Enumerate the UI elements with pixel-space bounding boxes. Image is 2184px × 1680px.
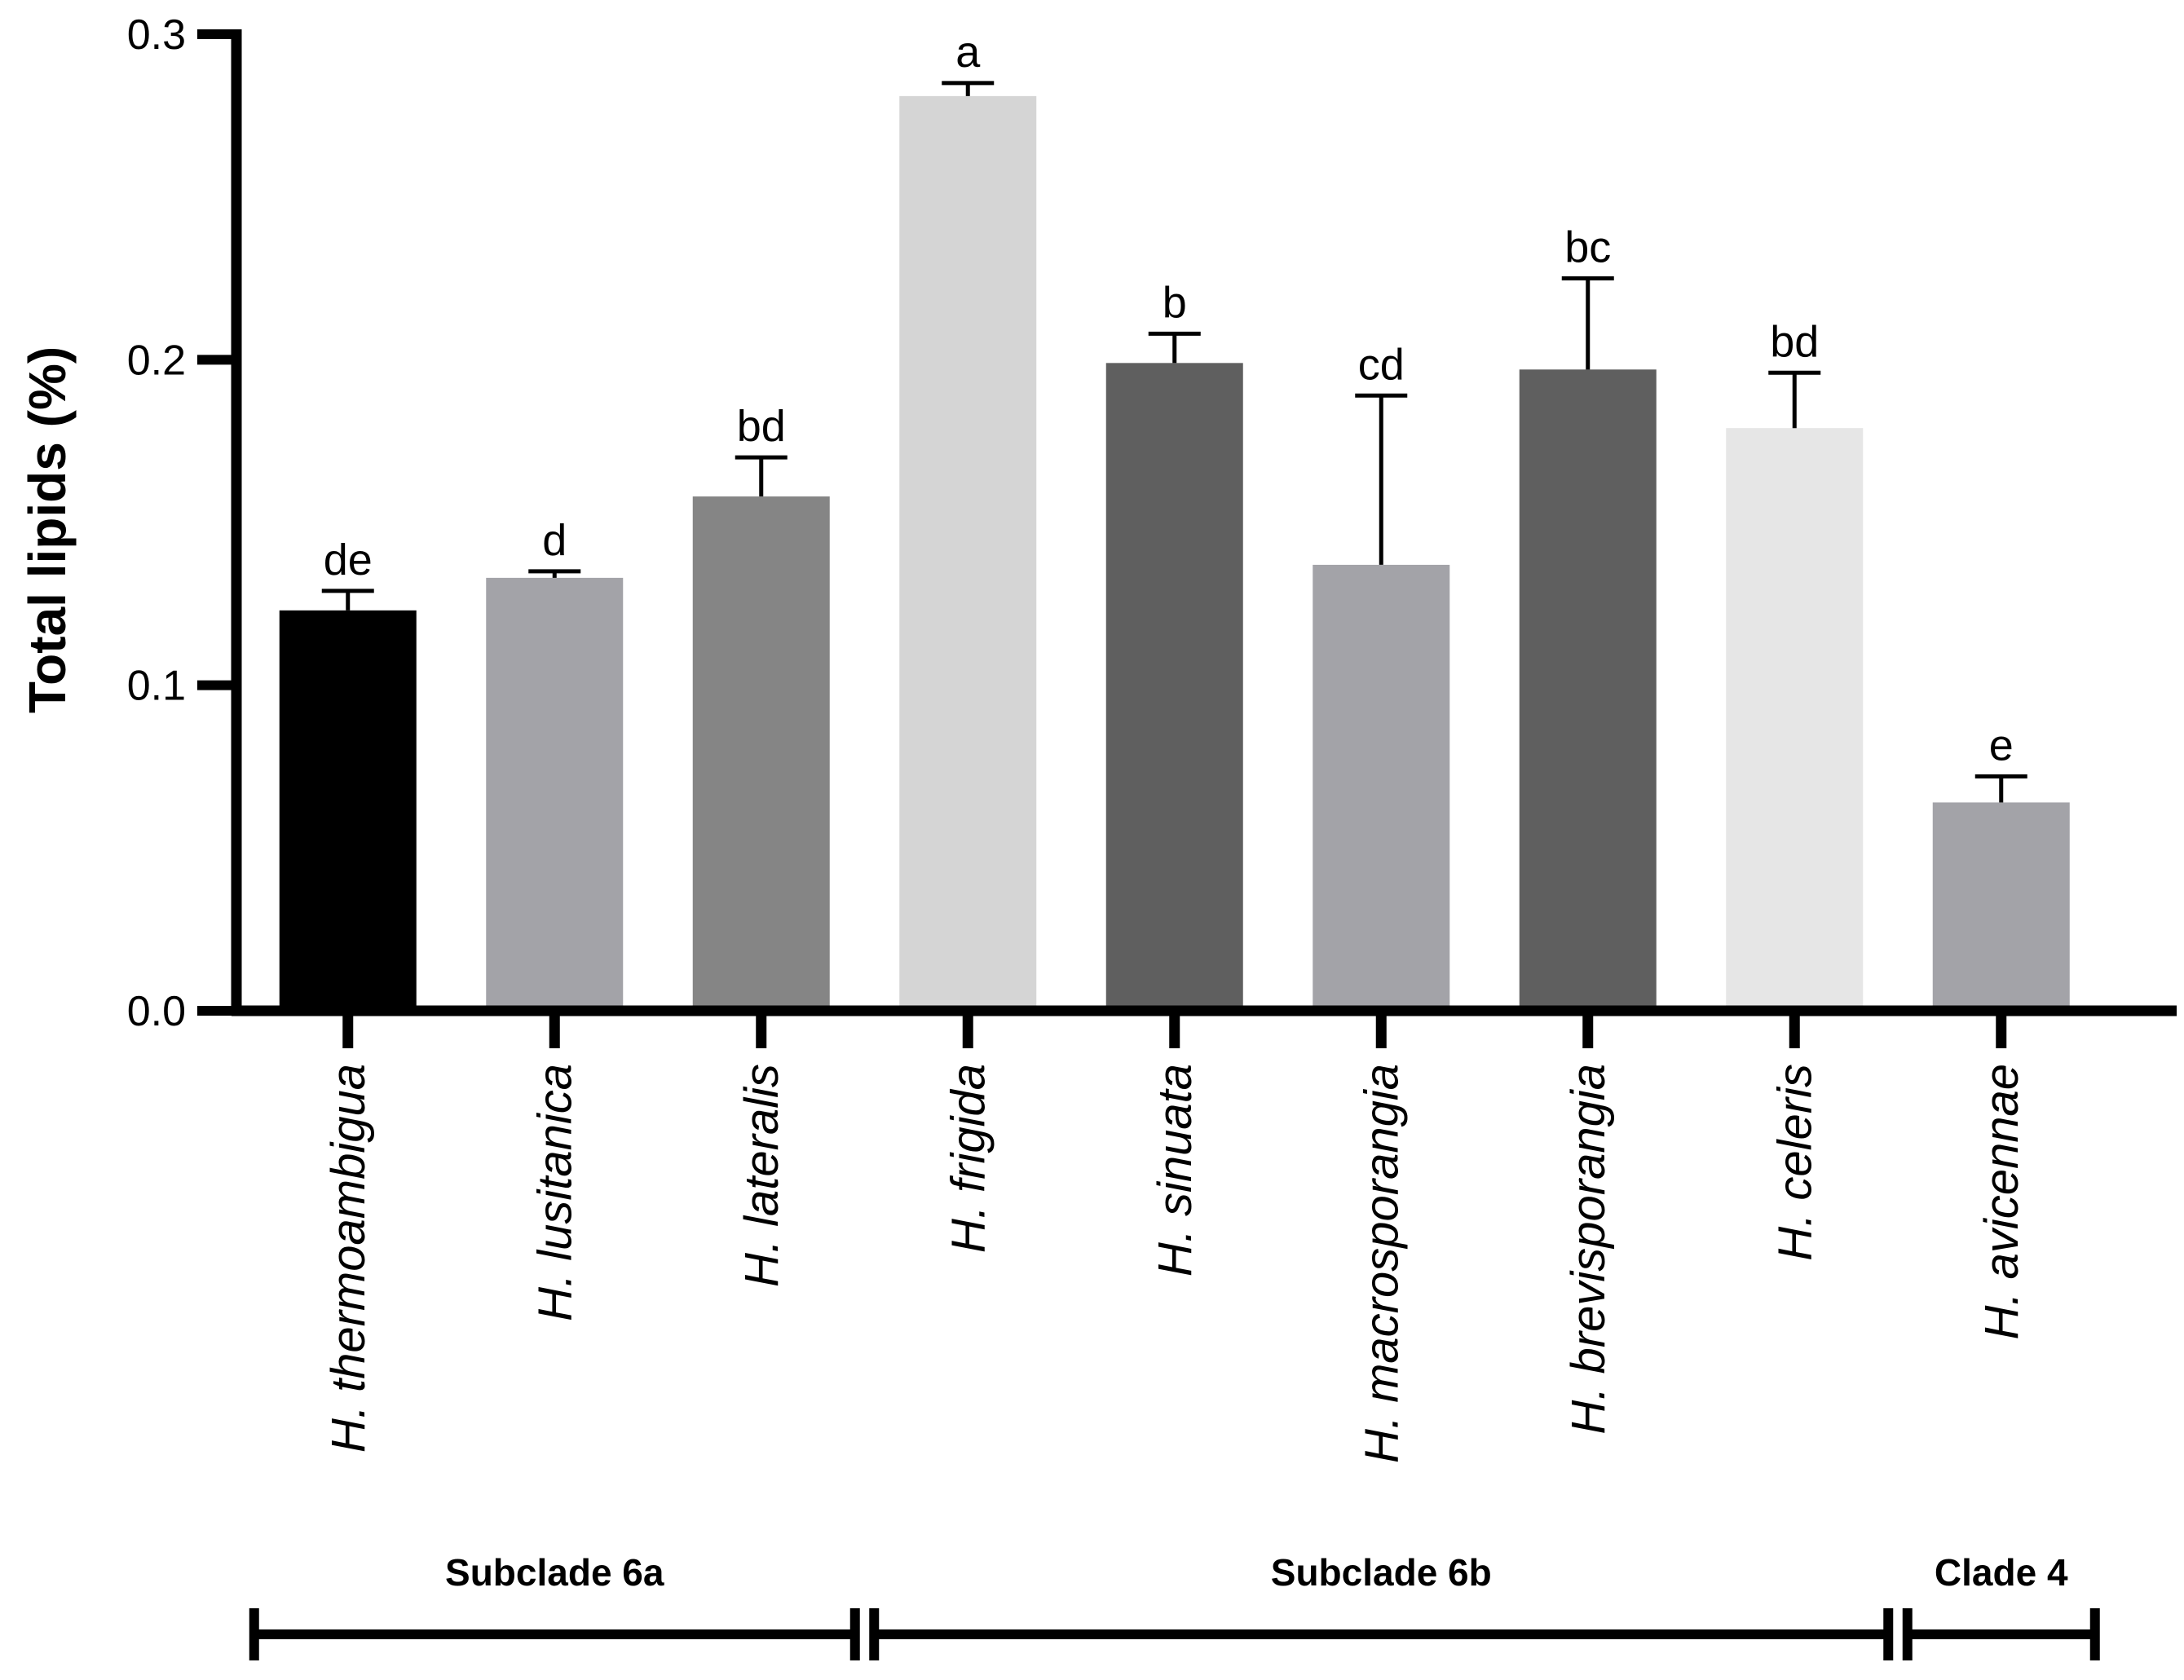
significance-label: b (1163, 278, 1187, 327)
x-tick-label: H. brevisporangia (1562, 1064, 1615, 1435)
significance-label: bc (1564, 223, 1611, 272)
group-label: Clade 4 (1935, 1551, 2068, 1594)
x-tick-label: H. avicennae (1975, 1064, 2028, 1340)
x-tick-label: H. frigida (942, 1064, 995, 1253)
x-tick-label: H. lusitanica (528, 1064, 581, 1321)
group-label: Subclade 6b (1271, 1551, 1492, 1594)
y-axis: 0.0 0.1 0.2 0.3 (127, 11, 242, 1035)
y-tick-label: 0.2 (127, 337, 186, 384)
y-tick-label: 0.0 (127, 988, 186, 1035)
x-tick-label: H. sinuata (1149, 1064, 1202, 1277)
significance-label: e (1989, 721, 2014, 769)
significance-label: a (955, 28, 981, 77)
bar (486, 577, 624, 1011)
bars: de d bd a b cd bc bd e (279, 28, 2070, 1012)
bar (1519, 369, 1657, 1011)
significance-label: bd (737, 402, 786, 451)
x-tick-label: H. thermoambigua (322, 1064, 375, 1453)
bar (279, 610, 417, 1011)
y-axis-title: Total lipids (%) (18, 346, 77, 713)
bar (1313, 564, 1450, 1011)
significance-label: bd (1770, 317, 1819, 366)
bar (692, 496, 830, 1011)
significance-label: de (324, 536, 373, 584)
significance-label: d (542, 516, 567, 565)
x-axis: H. thermoambigua H. lusitanica H. laterali… (232, 1005, 2177, 1463)
bar (1726, 428, 1864, 1011)
significance-label: cd (1358, 340, 1405, 389)
y-tick-label: 0.3 (127, 11, 186, 59)
bar (899, 95, 1037, 1012)
group-label: Subclade 6a (445, 1551, 664, 1594)
clade-groups: Subclade 6a Subclade 6b Clade 4 (249, 1551, 2100, 1660)
y-tick-label: 0.1 (127, 663, 186, 710)
bar (1105, 363, 1243, 1011)
bar (1932, 802, 2070, 1011)
x-tick-label: H. lateralis (735, 1064, 788, 1287)
x-tick-label: H. macrosporangia (1355, 1064, 1408, 1463)
x-tick-label: H. celeris (1768, 1064, 1821, 1261)
